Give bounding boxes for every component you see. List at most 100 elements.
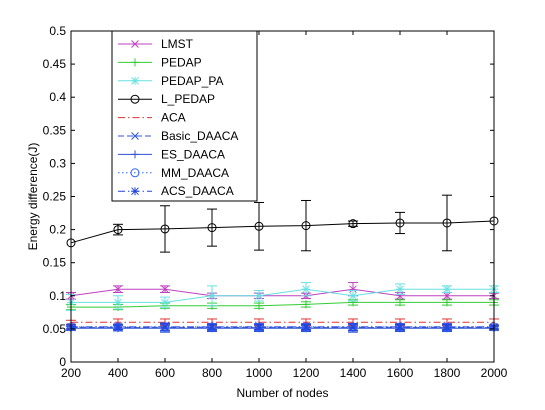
legend-marker	[131, 40, 139, 48]
x-tick-label: 800	[202, 366, 222, 380]
x-tick-label: 600	[155, 366, 175, 380]
series-line	[70, 220, 495, 244]
series-line	[71, 301, 494, 308]
data-point	[302, 300, 310, 309]
y-tick-label: 0.3	[49, 156, 66, 170]
legend-box	[111, 30, 258, 202]
legend-entry: ES_DAACA	[118, 147, 225, 161]
legend-entry: ACS_DAACA	[118, 184, 234, 198]
legend-label: ACS_DAACA	[161, 184, 234, 198]
series-line	[71, 288, 494, 303]
data-point	[255, 301, 263, 310]
data-point	[114, 322, 122, 331]
legend-label: PEDAP_PA	[161, 74, 223, 88]
legend-marker	[131, 76, 139, 85]
x-tick-label: 2000	[481, 366, 508, 380]
series-aca	[66, 318, 499, 327]
legend-marker	[131, 187, 139, 196]
y-tick-label: 0.15	[43, 256, 67, 270]
legend-entry: PEDAP_PA	[118, 74, 223, 88]
y-tick-label: 0.4	[49, 90, 66, 104]
legend-marker	[131, 132, 139, 140]
data-point	[349, 322, 357, 331]
legend-label: LMST	[161, 37, 194, 51]
data-point	[254, 221, 264, 231]
series-basic-daaca	[66, 323, 499, 332]
series-es-daaca	[66, 323, 499, 333]
data-point	[160, 224, 170, 234]
error-bar	[301, 199, 311, 252]
legend-entry: Basic_DAACA	[118, 129, 238, 143]
data-point	[348, 219, 358, 229]
legend-entry: LMST	[118, 37, 194, 51]
legend-label: ACA	[161, 111, 186, 125]
data-point	[396, 322, 404, 331]
data-point	[442, 218, 452, 228]
data-point	[302, 285, 310, 294]
x-tick-label: 1800	[434, 366, 461, 380]
y-axis-label: Energy difference(J)	[26, 143, 40, 251]
x-tick-label: 1000	[246, 366, 273, 380]
y-tick-label: 0.05	[43, 322, 67, 336]
legend-label: PEDAP	[161, 55, 202, 69]
error-bar	[442, 194, 452, 252]
series-line	[70, 288, 494, 297]
legend: LMST PEDAP PEDAP_PA L_PEDAP ACA Basic_DAACA ES…	[111, 30, 258, 202]
data-point	[302, 322, 310, 331]
x-tick-label: 1600	[387, 366, 414, 380]
data-point	[396, 285, 404, 294]
data-point	[255, 291, 263, 300]
legend-entry: ACA	[118, 111, 186, 125]
legend-label: L_PEDAP	[161, 92, 215, 106]
legend-entry: L_PEDAP	[118, 92, 215, 106]
data-point	[396, 291, 404, 300]
y-tick-label: 0.2	[49, 223, 66, 237]
error-bar	[395, 211, 405, 235]
error-bar	[160, 205, 170, 253]
data-point	[161, 298, 169, 307]
x-tick-label: 1400	[340, 366, 367, 380]
data-point	[349, 291, 357, 300]
y-tick-label: 0.25	[43, 190, 67, 204]
data-point	[114, 285, 122, 294]
data-point	[161, 322, 169, 331]
series-lmst	[66, 282, 499, 300]
x-tick-label: 1200	[293, 366, 320, 380]
series-layer	[66, 194, 499, 333]
data-point	[443, 298, 451, 307]
data-point	[255, 322, 263, 331]
legend-label: MM_DAACA	[161, 166, 229, 180]
ticks-layer: 200 400 600 800 1000 1200 1400 1600 1800 2000 0 0.0…	[43, 24, 508, 380]
series-pedap	[66, 298, 499, 312]
y-tick-label: 0	[59, 355, 66, 369]
data-point	[396, 298, 404, 307]
series-acs-daaca	[66, 322, 499, 331]
legend-marker	[131, 58, 139, 67]
series-l-pedap	[66, 194, 499, 253]
legend-marker	[130, 94, 140, 104]
series-pedap-pa	[66, 282, 499, 311]
data-point	[208, 322, 216, 331]
x-tick-label: 400	[108, 366, 128, 380]
legend-marker	[131, 150, 139, 159]
data-point	[113, 225, 123, 235]
y-tick-label: 0.35	[43, 123, 67, 137]
legend-label: Basic_DAACA	[161, 129, 238, 143]
data-point	[207, 223, 217, 233]
legend-marker	[130, 168, 140, 178]
legend-entry: MM_DAACA	[118, 166, 229, 180]
data-point	[443, 322, 451, 331]
data-point	[161, 285, 169, 294]
data-point	[301, 221, 311, 231]
error-bar	[254, 201, 264, 251]
data-point	[443, 291, 451, 300]
y-tick-label: 0.45	[43, 57, 67, 71]
legend-entry: PEDAP	[118, 55, 202, 69]
data-point	[208, 291, 216, 300]
data-point	[114, 298, 122, 307]
y-tick-label: 0.1	[49, 289, 66, 303]
data-point	[443, 285, 451, 294]
x-tick-label: 200	[61, 366, 81, 380]
y-tick-label: 0.5	[49, 24, 66, 38]
